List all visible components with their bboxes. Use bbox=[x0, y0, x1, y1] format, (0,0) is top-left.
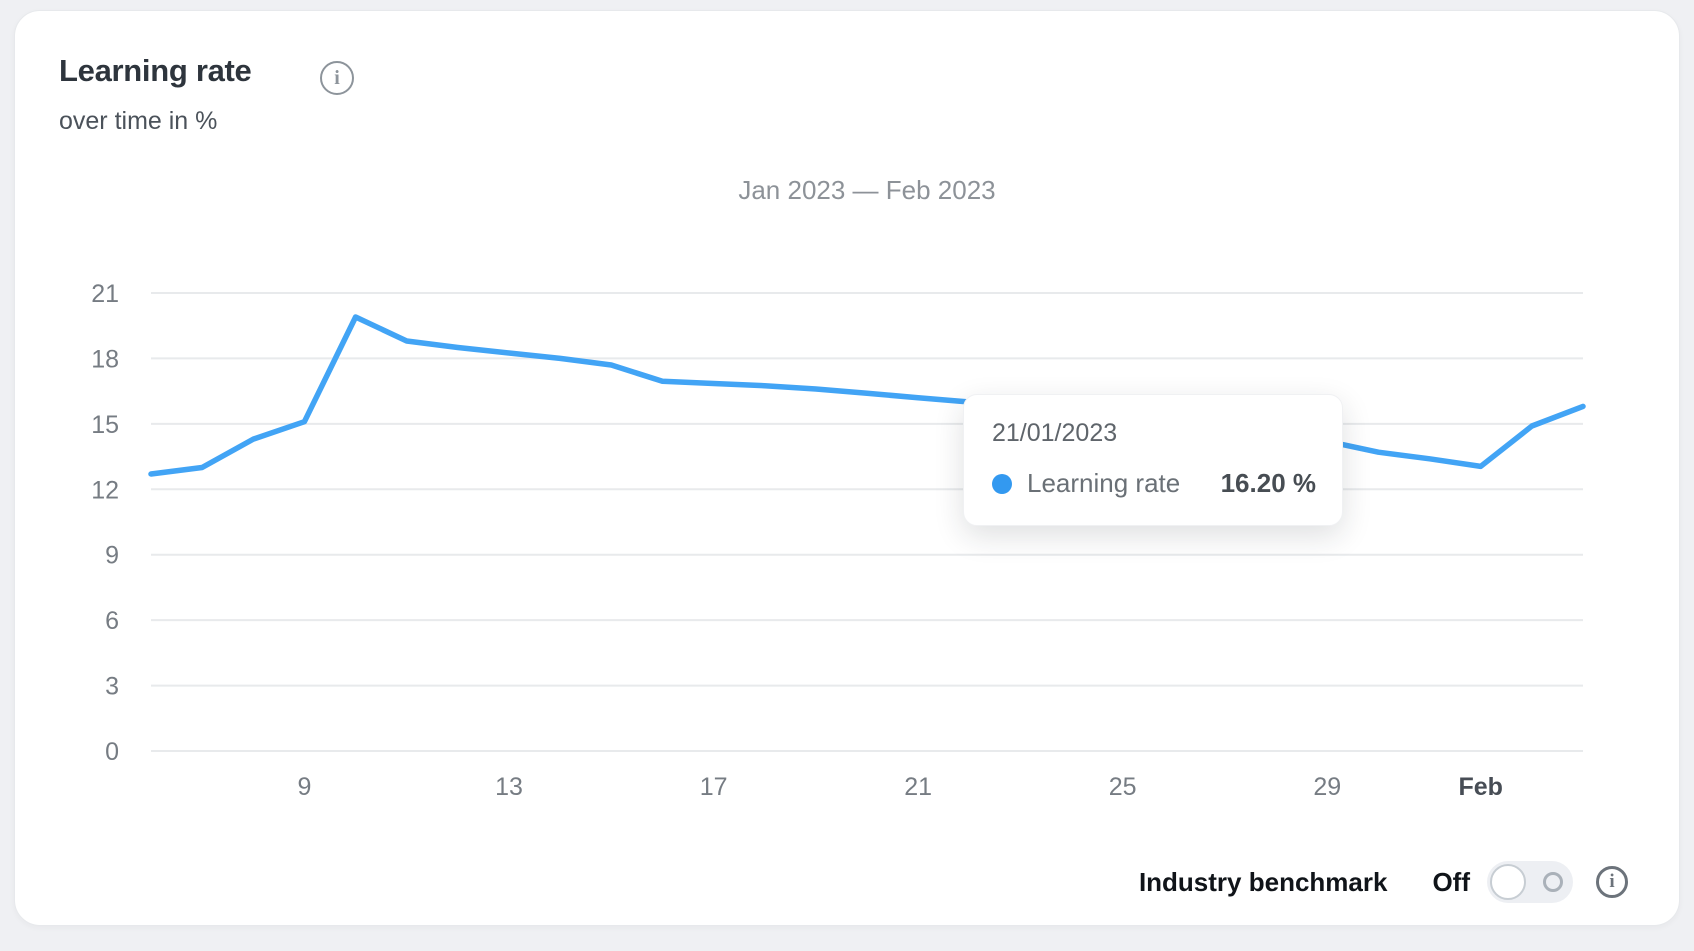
page-title: Learning rate bbox=[59, 53, 252, 88]
chart-date-range-heading: Jan 2023 — Feb 2023 bbox=[738, 175, 996, 205]
y-tick-label: 3 bbox=[105, 673, 119, 701]
y-tick-label: 21 bbox=[91, 280, 119, 308]
chart-tooltip: 21/01/2023 Learning rate 16.20 % bbox=[963, 394, 1343, 526]
toggle-knob-icon bbox=[1490, 864, 1526, 900]
tooltip-series-name: Learning rate bbox=[1027, 468, 1181, 498]
x-tick-label: 25 bbox=[1109, 773, 1137, 801]
chart-canvas[interactable]: 0 3 6 9 12 15 18 21 9 13 17 21 25 29 Feb bbox=[15, 11, 1694, 951]
y-tick-label: 0 bbox=[105, 738, 119, 766]
tooltip-date: 21/01/2023 bbox=[992, 419, 1118, 447]
x-tick-label: Feb bbox=[1458, 773, 1502, 801]
x-tick-label: 17 bbox=[700, 773, 728, 801]
benchmark-info-icon[interactable]: i bbox=[1596, 866, 1628, 898]
y-tick-label: 9 bbox=[105, 542, 119, 570]
benchmark-state-label: Off bbox=[1432, 866, 1470, 897]
industry-benchmark-label: Industry benchmark bbox=[1138, 866, 1388, 897]
x-tick-label: 29 bbox=[1313, 773, 1341, 801]
learning-rate-card: Learning rate i over time in % Jan 2023 … bbox=[14, 10, 1680, 926]
tooltip-value: 16.20 % bbox=[1220, 468, 1316, 498]
tooltip-series-row: Learning rate 16.20 % bbox=[992, 468, 1316, 499]
learning-rate-line[interactable] bbox=[148, 314, 1586, 477]
y-tick-label: 15 bbox=[91, 411, 119, 439]
toggle-ring-icon bbox=[1543, 872, 1563, 892]
page-subtitle: over time in % bbox=[59, 107, 218, 135]
benchmark-toggle[interactable] bbox=[1487, 861, 1573, 903]
x-tick-label: 13 bbox=[495, 773, 523, 801]
x-tick-label: 9 bbox=[297, 773, 311, 801]
y-tick-label: 6 bbox=[105, 607, 119, 635]
y-tick-label: 18 bbox=[91, 345, 119, 373]
x-tick-label: 21 bbox=[904, 773, 932, 801]
industry-benchmark-row: Industry benchmark Off i bbox=[1139, 860, 1628, 904]
title-info-icon[interactable]: i bbox=[320, 61, 354, 95]
series-dot-icon bbox=[992, 473, 1012, 494]
y-tick-label: 12 bbox=[91, 476, 119, 504]
